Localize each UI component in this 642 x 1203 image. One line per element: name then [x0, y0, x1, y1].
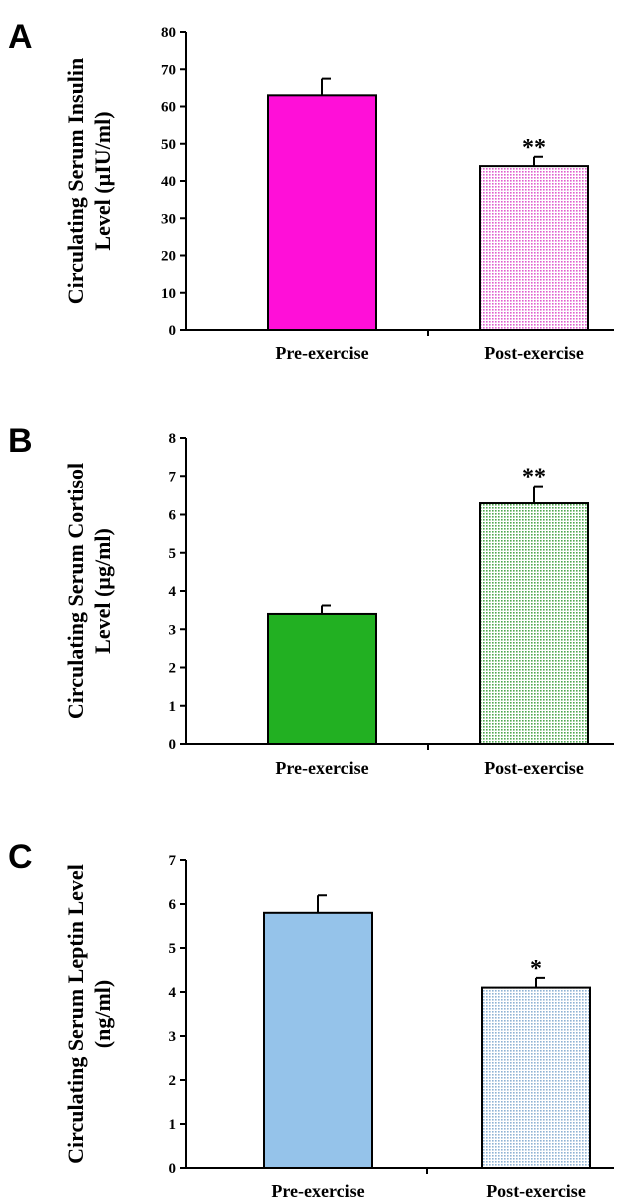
bar-post-exercise — [479, 165, 589, 331]
y-tick-label: 5 — [169, 546, 177, 562]
y-tick-label: 50 — [161, 137, 176, 153]
error-bar — [321, 77, 331, 96]
y-tick-label: 0 — [169, 1161, 177, 1177]
y-axis-label-line: Level (µg/ml) — [90, 528, 115, 654]
y-tick-label: 40 — [161, 174, 176, 190]
y-tick-label: 0 — [169, 323, 177, 339]
bar-pre-exercise — [267, 612, 377, 746]
y-tick-label: 3 — [169, 1029, 177, 1045]
y-axis-label-line: (ng/ml) — [90, 980, 115, 1048]
x-tick-label: Pre-exercise — [275, 343, 368, 363]
x-tick-label: Post-exercise — [486, 1181, 586, 1201]
y-tick-label: 2 — [169, 1073, 177, 1089]
error-bar — [321, 604, 331, 614]
bar-pre-exercise — [267, 94, 377, 331]
chart-panel-a: A Circulating Serum InsulinLevel (µIU/ml)… — [8, 18, 614, 363]
chart-panel-b: B Circulating Serum CortisolLevel (µg/ml)… — [8, 422, 614, 778]
panel-letter: B — [8, 422, 33, 460]
error-bar — [533, 485, 543, 504]
chart-panel-c: C Circulating Serum Leptin Level(ng/ml) Pr… — [8, 838, 614, 1201]
x-tick-label: Post-exercise — [484, 343, 584, 363]
y-tick-label: 30 — [161, 211, 176, 227]
y-axis-label-line: Circulating Serum Cortisol — [63, 463, 88, 719]
y-tick-label: 0 — [169, 737, 177, 753]
bar-pre-exercise — [263, 911, 373, 1169]
bar-post-exercise — [479, 502, 589, 745]
y-tick-label: 1 — [169, 699, 177, 715]
error-bar — [317, 894, 327, 913]
y-axis-label: Circulating Serum CortisolLevel (µg/ml) — [63, 463, 115, 719]
significance-marker: * — [530, 956, 542, 982]
panel-letter: C — [8, 838, 33, 876]
significance-marker: ** — [522, 465, 546, 491]
y-tick-label: 80 — [161, 25, 176, 41]
y-axis-label-line: Level (µIU/ml) — [90, 111, 115, 250]
y-tick-label: 7 — [169, 469, 177, 485]
y-tick-label: 10 — [161, 286, 176, 302]
y-tick-label: 20 — [161, 249, 176, 265]
y-axis-label: Circulating Serum Leptin Level(ng/ml) — [63, 864, 115, 1164]
y-tick-label: 8 — [169, 431, 177, 447]
y-tick-label: 1 — [169, 1117, 177, 1133]
x-tick-label: Pre-exercise — [271, 1181, 364, 1201]
y-tick-label: 2 — [169, 661, 177, 677]
y-tick-label: 4 — [169, 985, 177, 1001]
y-tick-label: 4 — [169, 584, 177, 600]
y-tick-label: 3 — [169, 622, 177, 638]
y-axis-label: Circulating Serum InsulinLevel (µIU/ml) — [63, 58, 115, 305]
error-bar — [533, 155, 543, 167]
bar-post-exercise — [481, 986, 591, 1169]
y-tick-label: 6 — [169, 897, 177, 913]
y-tick-label: 60 — [161, 100, 176, 116]
x-tick-label: Pre-exercise — [275, 758, 368, 778]
y-tick-label: 6 — [169, 508, 177, 524]
significance-marker: ** — [522, 135, 546, 161]
y-tick-label: 70 — [161, 62, 176, 78]
y-axis-label-line: Circulating Serum Insulin — [63, 58, 88, 305]
error-bar — [535, 976, 545, 988]
y-axis-label-line: Circulating Serum Leptin Level — [63, 864, 88, 1164]
y-tick-label: 5 — [169, 941, 177, 957]
panel-letter: A — [8, 18, 33, 56]
x-tick-label: Post-exercise — [484, 758, 584, 778]
y-tick-label: 7 — [169, 853, 177, 869]
